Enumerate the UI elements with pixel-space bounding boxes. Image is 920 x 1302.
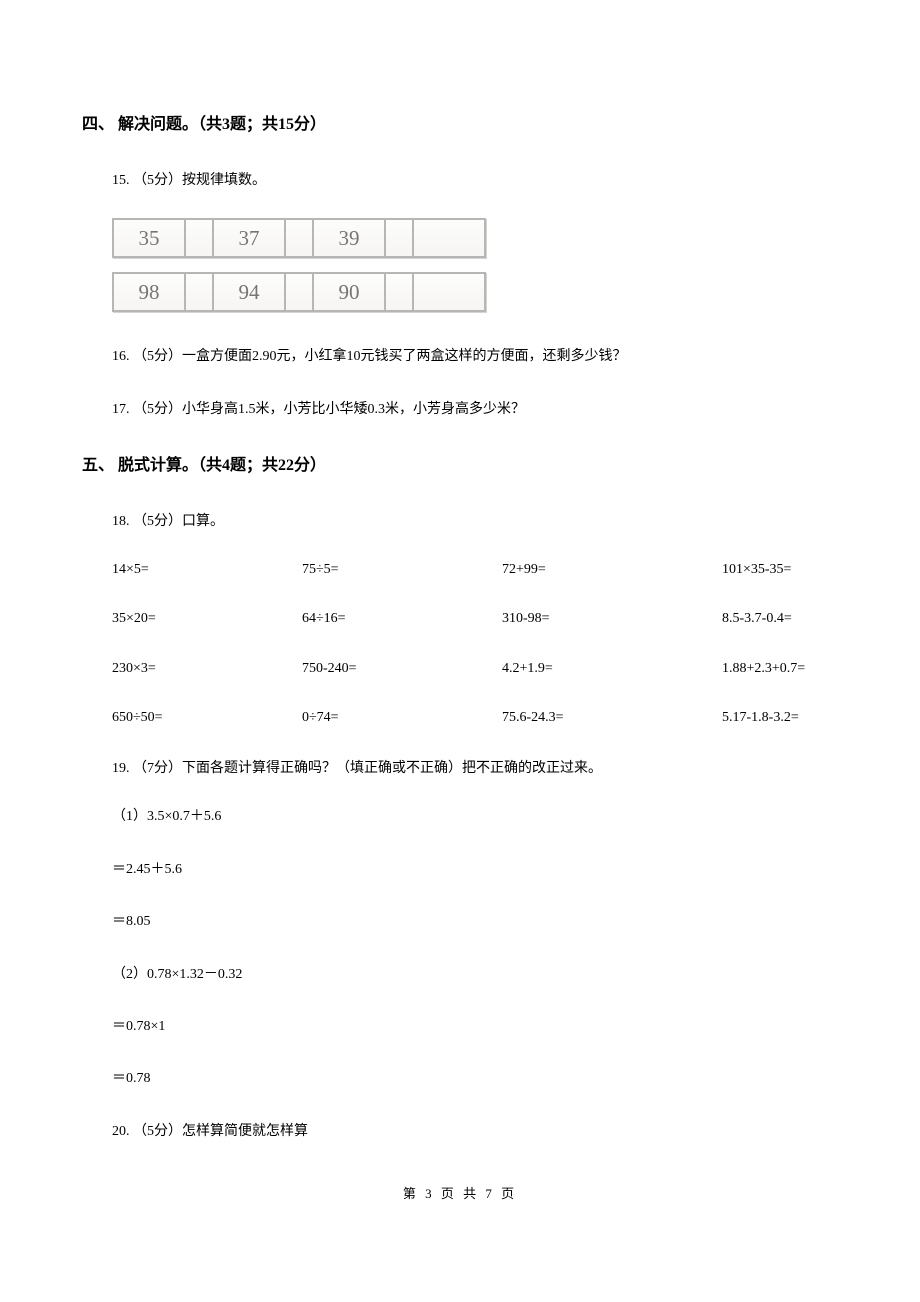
calc-cell: 35×20= [112,609,302,629]
cell [286,274,314,310]
cell [286,220,314,256]
cell [414,274,484,310]
calc-row: 230×3= 750-240= 4.2+1.9= 1.88+2.3+0.7= [112,659,838,679]
q18-prefix: 18. （5分）口算。 [112,511,838,533]
cell: 90 [314,274,386,310]
table-row: 35 37 39 [114,220,484,256]
cell: 94 [214,274,286,310]
calc-cell: 75÷5= [302,560,502,580]
page-footer: 第 3 页 共 7 页 [82,1183,838,1202]
cell: 37 [214,220,286,256]
q19-sub1-line1: （1）3.5×0.7＋5.6 [112,806,838,828]
cell: 39 [314,220,386,256]
calc-cell: 1.88+2.3+0.7= [722,659,805,679]
calc-row: 14×5= 75÷5= 72+99= 101×35-35= [112,560,838,580]
section5-heading: 五、 脱式计算。（共4题；共22分） [82,451,838,475]
section4-heading: 四、 解决问题。（共3题；共15分） [82,110,838,134]
pattern-table-1: 35 37 39 [112,218,486,258]
q18-grid: 14×5= 75÷5= 72+99= 101×35-35= 35×20= 64÷… [112,560,838,728]
calc-row: 650÷50= 0÷74= 75.6-24.3= 5.17-1.8-3.2= [112,708,838,728]
table-row: 98 94 90 [114,274,484,310]
cell: 35 [114,220,186,256]
calc-cell: 72+99= [502,560,722,580]
calc-cell: 14×5= [112,560,302,580]
calc-cell: 750-240= [302,659,502,679]
cell: 98 [114,274,186,310]
q19-prefix: 19. （7分）下面各题计算得正确吗？（填正确或不正确）把不正确的改正过来。 [112,758,838,780]
q19-sub2-line1: （2）0.78×1.32－0.32 [112,964,838,986]
q15-prefix: 15. （5分）按规律填数。 [112,170,838,192]
cell [386,220,414,256]
calc-cell: 4.2+1.9= [502,659,722,679]
calc-cell: 64÷16= [302,609,502,629]
q19-sub1-line2: ＝2.45＋5.6 [112,859,838,881]
q19-sub2-line2: ＝0.78×1 [112,1016,838,1038]
q16-text: 16. （5分）一盒方便面2.90元，小红拿10元钱买了两盒这样的方便面，还剩多… [112,346,838,368]
q20-text: 20. （5分）怎样算简便就怎样算 [112,1121,838,1143]
cell [186,220,214,256]
calc-cell: 310-98= [502,609,722,629]
cell [386,274,414,310]
q17-text: 17. （5分）小华身高1.5米，小芳比小华矮0.3米，小芳身高多少米？ [112,399,838,421]
calc-cell: 230×3= [112,659,302,679]
cell [186,274,214,310]
calc-cell: 650÷50= [112,708,302,728]
pattern-tables: 35 37 39 98 94 90 [112,218,838,312]
q19-sub1-line3: ＝8.05 [112,911,838,933]
cell [414,220,484,256]
q19-sub2-line3: ＝0.78 [112,1068,838,1090]
calc-cell: 101×35-35= [722,560,791,580]
calc-row: 35×20= 64÷16= 310-98= 8.5-3.7-0.4= [112,609,838,629]
calc-cell: 75.6-24.3= [502,708,722,728]
pattern-table-2: 98 94 90 [112,272,486,312]
calc-cell: 0÷74= [302,708,502,728]
calc-cell: 8.5-3.7-0.4= [722,609,792,629]
calc-cell: 5.17-1.8-3.2= [722,708,799,728]
page-content: 四、 解决问题。（共3题；共15分） 15. （5分）按规律填数。 35 37 … [0,0,920,1252]
